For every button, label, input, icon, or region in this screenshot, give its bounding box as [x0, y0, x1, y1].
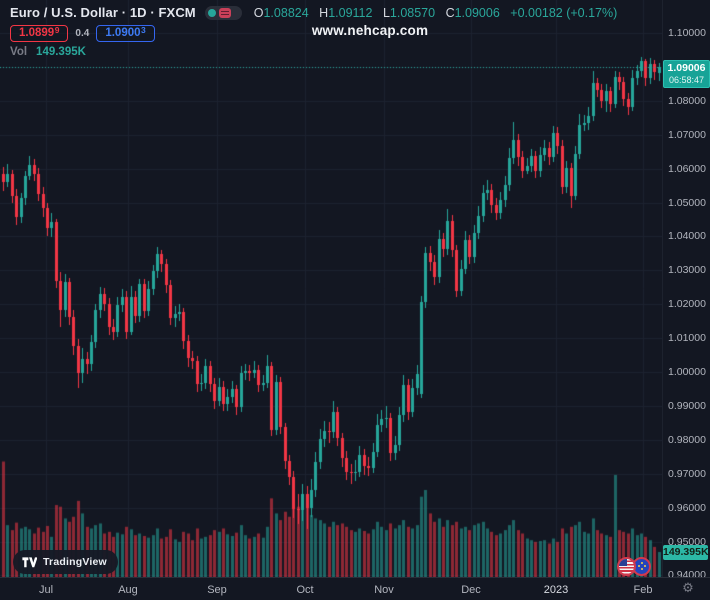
spread-label: 0.4 [75, 28, 90, 39]
bid-fractional-pip: 9 [54, 25, 60, 35]
last-price-value: 1.09006 [667, 61, 706, 74]
watermark: www.nehcap.com [311, 23, 429, 38]
price-axis[interactable]: 1.10000 1.08000 1.07000 1.06000 1.05000 1.040… [662, 0, 710, 581]
close-label: C [445, 5, 455, 20]
high-value: 1.09112 [328, 5, 373, 20]
price-tick-label: 1.03000 [668, 264, 706, 277]
tradingview-logo[interactable]: TradingView [13, 550, 118, 574]
sell-bid-button[interactable]: 1.0899 9 [10, 25, 69, 42]
volume-label[interactable]: Vol [10, 46, 28, 58]
volume-value: 149.395K [36, 46, 86, 58]
time-tick-label: Feb [633, 583, 653, 596]
tradingview-logo-text: TradingView [43, 556, 107, 568]
time-tick-label: Aug [118, 583, 138, 596]
time-axis[interactable]: Jul Aug Sep Oct Nov Dec 2023 Feb [0, 577, 710, 600]
chart-legend: Euro / U.S. Dollar · 1D · FXCM O1.08824 … [10, 5, 617, 20]
last-price-label: 1.09006 06:58:47 [663, 59, 710, 88]
price-tick-label: 0.96000 [668, 501, 706, 514]
countdown-timer: 06:58:47 [668, 74, 705, 85]
ask-price: 1.0900 [105, 27, 141, 39]
price-tick-label: 1.00000 [668, 366, 706, 378]
candlestick-chart-canvas[interactable] [0, 0, 662, 577]
us-flag-icon [617, 557, 636, 576]
volume-axis-label: 149.395K [663, 544, 709, 560]
change-value: +0.00182 (+0.17%) [510, 5, 618, 20]
time-tick-label: Jul [38, 583, 54, 596]
bid-ask-panel: 1.0899 9 0.4 1.0900 3 [10, 25, 155, 42]
time-tick-label: Sep [207, 583, 227, 596]
close-value: 1.09006 [454, 5, 500, 20]
open-value: 1.08824 [263, 5, 309, 20]
tradingview-mark-icon [22, 556, 37, 567]
axis-settings-gear-icon[interactable]: ⚙ [682, 580, 694, 595]
price-tick-label: 1.01000 [668, 332, 706, 345]
volume-readout: Vol 149.395K [10, 46, 86, 58]
time-tick-label: Oct [296, 583, 314, 596]
price-tick-label: 1.06000 [668, 162, 706, 175]
price-tick-label: 1.04000 [668, 230, 706, 243]
price-tick-label: 1.08000 [668, 94, 706, 107]
ask-fractional-pip: 3 [141, 25, 146, 35]
series-visibility-toggle[interactable] [204, 5, 242, 20]
high-label: H [319, 5, 329, 20]
time-tick-label: Dec [461, 583, 481, 596]
price-tick-label: 1.07000 [668, 128, 706, 141]
low-value: 1.08570 [389, 5, 436, 20]
buy-ask-button[interactable]: 1.0900 3 [96, 25, 155, 42]
time-tick-label: Nov [374, 583, 394, 596]
price-tick-label: 0.97000 [668, 467, 706, 480]
pair-flags-icon [617, 557, 653, 577]
ohlc-readout: O1.08824 H1.09112 L1.08570 C1.09006 +0.0… [254, 6, 618, 20]
low-label: L [382, 5, 390, 20]
price-tick-label: 0.98000 [668, 433, 706, 446]
symbol-title[interactable]: Euro / U.S. Dollar · 1D · FXCM [10, 5, 196, 20]
hidden-indicator-icon [218, 7, 231, 18]
marker-dot-icon [207, 8, 216, 17]
price-tick-label: 1.05000 [668, 196, 706, 209]
time-tick-label: 2023 [543, 583, 569, 596]
price-tick-label: 0.99000 [668, 399, 706, 412]
price-tick-label: 1.10000 [668, 27, 706, 39]
bid-price: 1.0899 [19, 27, 55, 39]
price-tick-label: 1.02000 [668, 298, 706, 311]
open-label: O [253, 5, 264, 20]
